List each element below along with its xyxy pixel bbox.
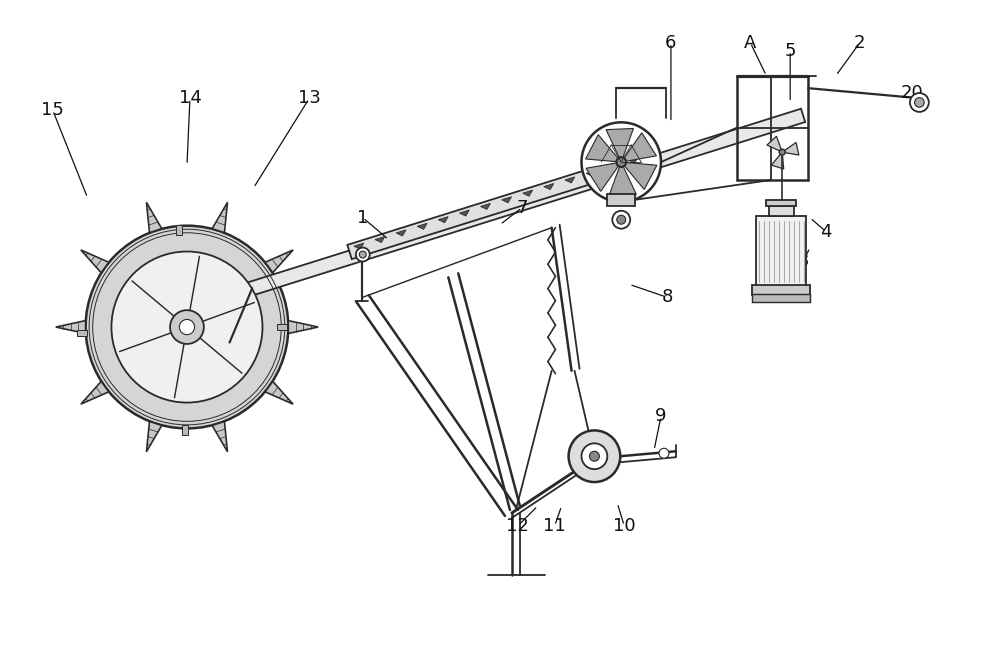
Polygon shape [81,250,109,273]
Circle shape [612,211,630,229]
Text: 1: 1 [357,209,369,227]
Circle shape [569,430,620,482]
Circle shape [86,225,288,428]
Polygon shape [544,183,554,189]
Polygon shape [347,152,647,259]
Polygon shape [565,177,575,183]
Text: 15: 15 [41,102,64,119]
Polygon shape [586,134,618,162]
Polygon shape [767,136,781,151]
Polygon shape [586,170,596,177]
Text: 11: 11 [543,516,566,535]
Polygon shape [607,164,617,170]
Text: 2: 2 [854,34,865,52]
Circle shape [359,251,366,258]
Polygon shape [459,210,469,216]
Text: 8: 8 [661,288,673,306]
Polygon shape [417,223,427,229]
Polygon shape [265,250,293,273]
Circle shape [111,252,262,403]
Polygon shape [56,320,86,334]
Polygon shape [146,421,162,452]
Polygon shape [609,167,636,196]
Bar [752,285,810,295]
Polygon shape [212,202,227,233]
Circle shape [915,98,924,107]
Text: 5: 5 [784,41,796,60]
Bar [182,425,188,436]
Circle shape [356,248,370,262]
Polygon shape [771,155,784,169]
Circle shape [170,310,204,344]
Polygon shape [81,381,109,404]
Circle shape [779,149,785,155]
Text: 13: 13 [298,90,321,108]
Bar [756,215,806,287]
Text: A: A [744,34,757,52]
Text: 20: 20 [901,84,924,102]
Polygon shape [606,128,633,157]
Circle shape [179,319,195,334]
Circle shape [617,215,626,224]
Polygon shape [375,237,385,243]
Circle shape [581,444,607,469]
Bar [277,324,287,330]
Polygon shape [354,243,364,249]
Text: 7: 7 [516,199,528,217]
Bar [77,330,87,336]
Polygon shape [625,163,657,189]
Circle shape [659,448,669,458]
Polygon shape [624,132,656,161]
Polygon shape [265,381,293,404]
Polygon shape [146,202,162,233]
Circle shape [581,122,661,202]
Text: 6: 6 [665,34,677,52]
Circle shape [910,93,929,112]
Polygon shape [785,142,799,155]
Text: 4: 4 [820,223,832,241]
Text: 14: 14 [179,90,201,108]
Polygon shape [502,197,512,203]
Polygon shape [438,217,448,223]
Polygon shape [628,157,638,163]
Circle shape [616,157,626,167]
Polygon shape [396,230,406,236]
Bar [769,206,794,215]
Text: 10: 10 [613,516,636,535]
Circle shape [589,452,599,461]
Bar [752,294,810,302]
Text: 3: 3 [797,252,809,270]
Polygon shape [586,163,618,191]
Polygon shape [481,203,490,209]
Polygon shape [523,190,533,196]
Polygon shape [288,320,318,334]
Bar [766,200,796,206]
Polygon shape [212,421,227,452]
Bar [607,194,635,206]
Text: 9: 9 [655,407,667,425]
Bar [176,225,182,235]
Text: 12: 12 [506,516,529,535]
Polygon shape [222,109,805,304]
